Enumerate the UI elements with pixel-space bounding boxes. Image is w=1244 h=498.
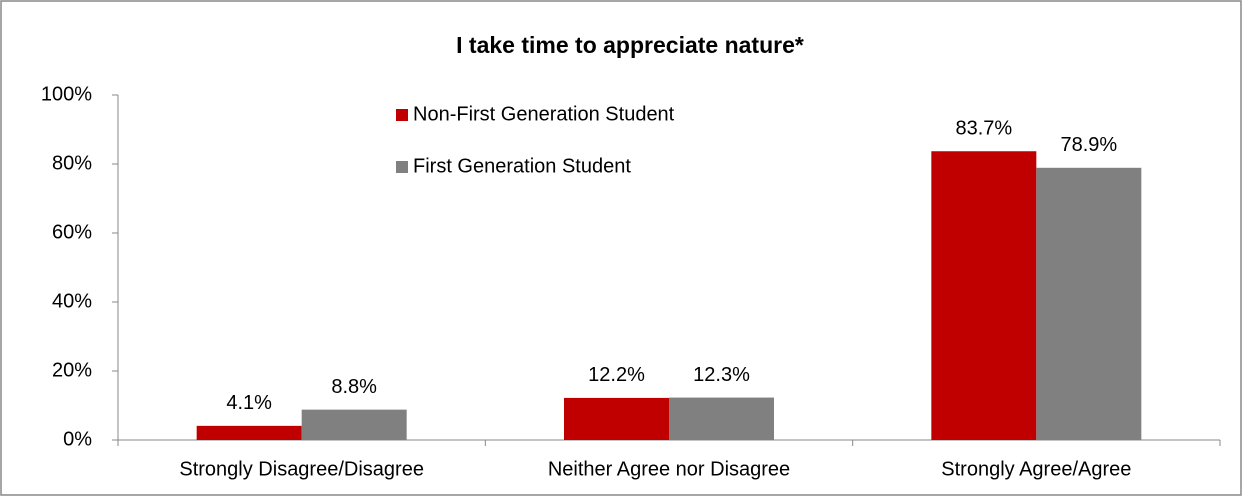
y-tick-label: 40% (52, 290, 92, 312)
x-tick-label: Strongly Agree/Agree (941, 458, 1131, 480)
data-label: 12.2% (588, 364, 645, 386)
y-tick-label: 100% (41, 83, 92, 105)
data-label: 83.7% (955, 118, 1012, 140)
bar (301, 409, 407, 440)
y-tick-label: 60% (52, 221, 92, 243)
y-tick-label: 80% (52, 152, 92, 174)
data-label: 78.9% (1060, 134, 1117, 156)
bar (564, 397, 669, 440)
data-label: 8.8% (331, 376, 377, 398)
bar (1036, 167, 1142, 441)
x-tick-label: Neither Agree nor Disagree (548, 458, 790, 480)
data-label: 4.1% (226, 392, 272, 414)
data-label: 12.3% (693, 364, 750, 386)
legend-label: First Generation Student (413, 155, 631, 177)
bar (669, 397, 774, 440)
y-tick-label: 20% (52, 359, 92, 381)
x-tick-label: Strongly Disagree/Disagree (179, 458, 424, 480)
legend-swatch (396, 161, 408, 173)
bar (196, 425, 302, 440)
chart-title: I take time to appreciate nature* (456, 32, 804, 58)
bar (931, 151, 1037, 441)
legend-swatch (396, 109, 408, 121)
legend-label: Non-First Generation Student (413, 103, 675, 125)
y-tick-label: 0% (63, 428, 92, 450)
